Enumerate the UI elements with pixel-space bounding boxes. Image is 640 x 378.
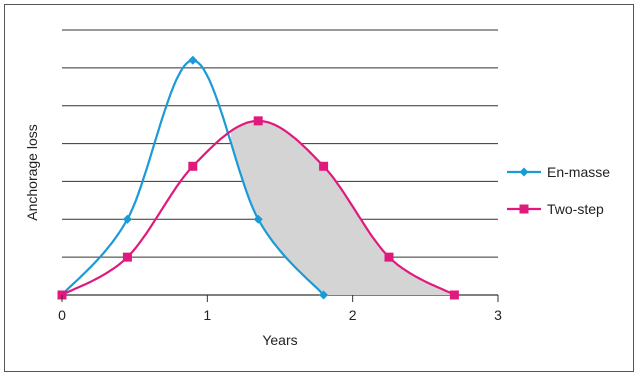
point-two-step <box>449 290 459 300</box>
point-two-step <box>319 161 329 171</box>
x-tick-label: 1 <box>203 307 211 323</box>
legend: En-masse Two-step <box>507 164 610 217</box>
gridlines <box>62 29 498 296</box>
y-axis-label: Anchorage loss <box>24 124 40 221</box>
legend-marker-en-masse <box>519 167 529 177</box>
shaded-difference-area <box>231 120 455 296</box>
point-two-step <box>188 161 198 171</box>
point-en-masse <box>188 55 198 65</box>
legend-label-en-masse: En-masse <box>547 164 610 180</box>
x-axis-ticks: 0 1 2 3 <box>58 295 502 323</box>
legend-label-two-step: Two-step <box>547 201 604 217</box>
legend-item-two-step: Two-step <box>507 201 604 217</box>
point-two-step <box>253 116 263 126</box>
point-two-step <box>384 252 394 262</box>
x-tick-label: 3 <box>494 307 502 323</box>
point-en-masse <box>319 290 329 300</box>
series-two-step <box>57 116 459 300</box>
legend-marker-two-step <box>519 204 529 214</box>
point-en-masse <box>253 214 263 224</box>
x-tick-label: 0 <box>58 307 66 323</box>
x-tick-label: 2 <box>349 307 357 323</box>
point-two-step <box>122 252 132 262</box>
x-axis-label: Years <box>262 332 297 348</box>
legend-item-en-masse: En-masse <box>507 164 610 180</box>
point-en-masse <box>122 214 132 224</box>
